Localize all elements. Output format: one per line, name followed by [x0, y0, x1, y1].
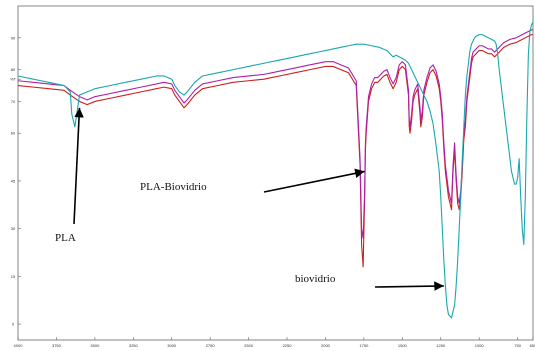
label-pla: PLA — [55, 232, 76, 244]
annotation-arrow — [374, 281, 444, 291]
x-tick-label: 650 — [530, 343, 535, 348]
x-tick-label: 3250 — [129, 343, 139, 348]
plot-frame — [17, 5, 534, 341]
y-tick-label: 60 — [11, 131, 16, 136]
x-tick-label: 3000 — [167, 343, 177, 348]
series-layer — [17, 21, 534, 319]
y-tick-label: 15 — [11, 274, 16, 279]
x-tick-label: 1500 — [398, 343, 408, 348]
y-axis-ticks: 90 80 %T 70 60 45 30 15 0 — [10, 35, 21, 327]
y-tick-label: %T — [10, 77, 17, 82]
x-tick-label: 3750 — [52, 343, 62, 348]
series-line-magenta — [17, 29, 533, 239]
annotation-arrow — [263, 168, 365, 193]
x-tick-label: 2250 — [283, 343, 293, 348]
x-tick-label: 3500 — [90, 343, 100, 348]
y-tick-label: 90 — [11, 35, 16, 40]
label-biovidrio: biovidrio — [295, 273, 336, 285]
y-tick-label: 80 — [11, 67, 16, 72]
x-tick-label: 2000 — [321, 343, 331, 348]
x-tick-label: 2500 — [244, 343, 254, 348]
x-tick-label: 1750 — [359, 343, 369, 348]
y-tick-label: 0 — [12, 322, 15, 327]
x-tick-label: 750 — [514, 343, 521, 348]
x-tick-label: 1000 — [475, 343, 485, 348]
y-tick-label: 30 — [11, 226, 16, 231]
x-tick-label: 1250 — [436, 343, 446, 348]
series-line-cyan — [17, 21, 534, 319]
x-axis-ticks: 4000 3750 3500 3250 3000 2750 2500 2250 2000 1750… — [14, 337, 535, 348]
y-tick-label: 70 — [11, 99, 16, 104]
x-tick-label: 2750 — [206, 343, 216, 348]
annotation-arrow — [73, 107, 84, 225]
label-pla-biovidrio: PLA-Biovidrio — [140, 181, 207, 193]
annotation-arrows — [73, 107, 444, 291]
series-line-red — [17, 34, 533, 268]
y-tick-label: 45 — [11, 178, 16, 183]
x-tick-label: 4000 — [14, 343, 24, 348]
